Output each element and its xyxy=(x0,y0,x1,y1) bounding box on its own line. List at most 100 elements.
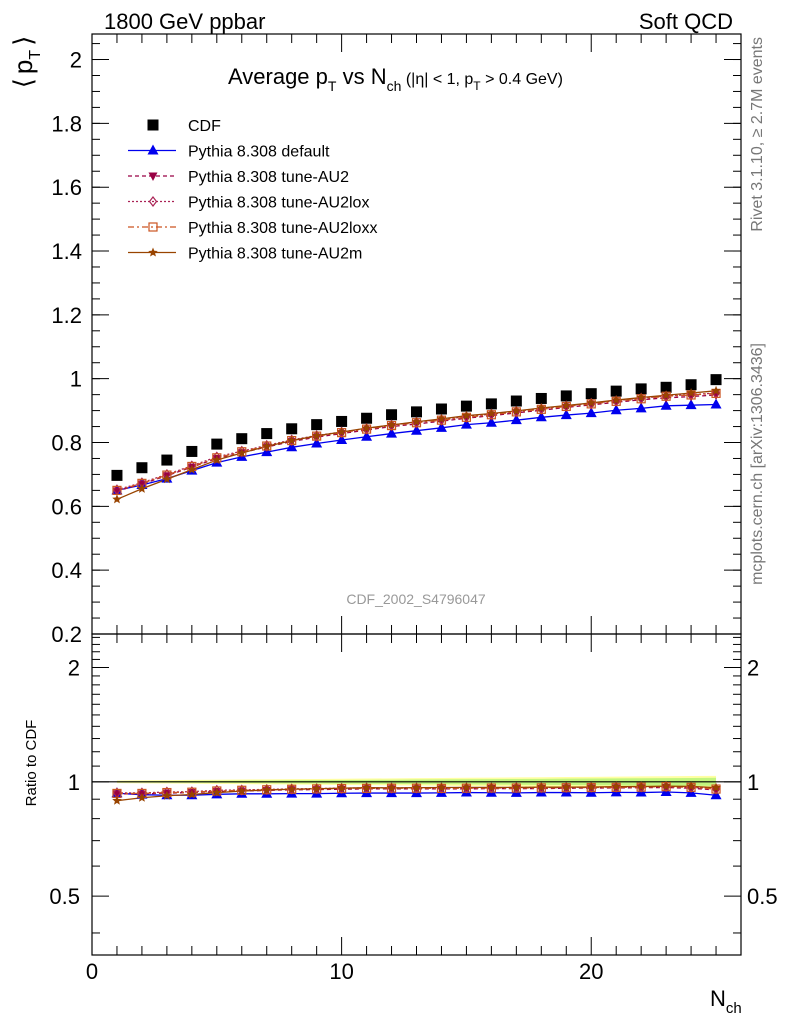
legend-label-0: CDF xyxy=(188,118,221,135)
x-tick-label: 0 xyxy=(86,959,98,984)
ratio-tick-label: 1 xyxy=(68,770,80,795)
series-1-point xyxy=(460,418,472,429)
legend-label-5: Pythia 8.308 tune-AU2m xyxy=(188,246,362,263)
series-1-point xyxy=(311,437,323,448)
series-1-point xyxy=(660,399,672,410)
series-5-point xyxy=(561,400,572,410)
y-tick-label: 0.8 xyxy=(51,431,82,456)
series-1-point xyxy=(336,433,348,444)
series-0-point xyxy=(660,381,672,393)
chart-title: Average pT vs Nch (|η| < 1, pT > 0.4 GeV… xyxy=(228,64,563,94)
series-5-ratio-point xyxy=(187,789,197,799)
series-5-point xyxy=(137,483,147,493)
series-5-point xyxy=(711,385,721,395)
y-tick-label: 2 xyxy=(70,48,82,73)
title-part-2: vs N xyxy=(336,64,386,89)
series-2-point xyxy=(486,412,496,421)
legend-label-3: Pythia 8.308 tune-AU2lox xyxy=(188,195,369,212)
series-0-point xyxy=(411,406,422,418)
series-5-point xyxy=(636,392,646,402)
series-5-ratio-point xyxy=(486,782,497,792)
series-0-point xyxy=(311,419,323,431)
y-axis-label-open: ⟨ xyxy=(8,78,38,88)
series-1-point xyxy=(361,430,373,441)
series-5-point xyxy=(162,474,172,484)
y-tick-label: 1.6 xyxy=(51,175,82,200)
ratio-tick-label-right: 1 xyxy=(747,770,759,795)
header-right: Soft QCD xyxy=(639,9,733,34)
legend-label-2: Pythia 8.308 tune-AU2 xyxy=(188,169,349,186)
series-0-point xyxy=(510,395,522,407)
series-0-point xyxy=(435,403,447,415)
series-1-point xyxy=(585,407,597,418)
series-0-point xyxy=(585,388,597,400)
series-5-ratio-point xyxy=(212,787,222,797)
series-5-point xyxy=(212,455,222,465)
series-0-point xyxy=(710,374,722,386)
legend-marker-3 xyxy=(148,196,158,207)
series-5-point xyxy=(336,426,347,437)
series-5-point xyxy=(461,410,472,420)
series-2-point xyxy=(461,414,471,424)
y-tick-label: 0.6 xyxy=(51,494,82,519)
title-part-1-sub: T xyxy=(328,78,337,94)
x-tick-label: 10 xyxy=(329,959,353,984)
series-0-point xyxy=(485,398,497,410)
legend-marker-1 xyxy=(147,144,159,155)
series-5-point xyxy=(261,441,272,451)
series-0-point xyxy=(261,428,273,440)
series-5-ratio-point xyxy=(286,784,297,794)
series-5-ratio-point xyxy=(162,790,172,800)
series-5-ratio-point xyxy=(137,792,147,802)
markers-layer xyxy=(111,374,722,805)
series-5-ratio-point xyxy=(711,782,721,792)
series-5-ratio-point xyxy=(361,782,372,792)
series-5-point xyxy=(112,494,122,504)
legend-label-1: Pythia 8.308 default xyxy=(188,144,330,161)
series-0-point xyxy=(610,385,622,397)
ratio-tick-label-right: 0.5 xyxy=(747,884,778,909)
series-5-ratio-point xyxy=(561,782,572,792)
series-1-point xyxy=(485,416,497,427)
series-2-ratio-point xyxy=(112,790,122,799)
series-2-point xyxy=(436,417,446,427)
axes-layer: 0.20.40.60.811.21.41.61.820 10 200.5 0.51 12… xyxy=(49,34,778,984)
series-2-point xyxy=(611,398,621,408)
series-5-ratio-point xyxy=(586,782,596,792)
series-0-point xyxy=(286,423,298,435)
series-1-point xyxy=(386,427,398,438)
series-5-ratio-point xyxy=(261,784,272,794)
series-5-point xyxy=(411,416,422,426)
series-5-point xyxy=(686,388,696,398)
legend-marker-0 xyxy=(147,119,159,131)
series-2-point xyxy=(412,420,421,429)
analysis-watermark: CDF_2002_S4796047 xyxy=(346,591,486,607)
series-5-ratio-point xyxy=(511,782,522,792)
series-5-ratio-point xyxy=(336,783,347,793)
ratio-tick-label-right: 2 xyxy=(747,655,759,680)
y-tick-label: 1.2 xyxy=(51,303,82,328)
series-5-point xyxy=(536,403,547,413)
ratio-y-axis-label: Ratio to CDF xyxy=(23,720,40,807)
series-1-point xyxy=(610,404,622,415)
series-0-point xyxy=(111,469,123,481)
side-text-top: Rivet 3.1.10, ≥ 2.7M events xyxy=(749,37,766,232)
series-5-point xyxy=(661,390,671,400)
series-1-point xyxy=(435,421,447,432)
legend: CDF Pythia 8.308 default Pythia 8.308 tune… xyxy=(128,118,377,263)
series-5-ratio-point xyxy=(686,781,696,791)
x-tick-label: 20 xyxy=(579,959,603,984)
series-0-point xyxy=(236,433,248,445)
title-part-4: > 0.4 GeV) xyxy=(481,71,563,88)
series-5-ratio-point xyxy=(461,782,472,792)
series-5-ratio-point xyxy=(311,783,322,793)
legend-marker-2 xyxy=(148,172,158,181)
side-text-bottom: mcplots.cern.ch [arXiv:1306.3436] xyxy=(749,343,766,585)
series-5-point xyxy=(386,419,397,429)
series-5-point xyxy=(286,435,297,445)
series-5-ratio-point xyxy=(661,781,671,791)
series-5-ratio-point xyxy=(112,795,122,805)
series-5-point xyxy=(586,397,596,407)
title-part-2-sub: ch xyxy=(387,78,402,94)
